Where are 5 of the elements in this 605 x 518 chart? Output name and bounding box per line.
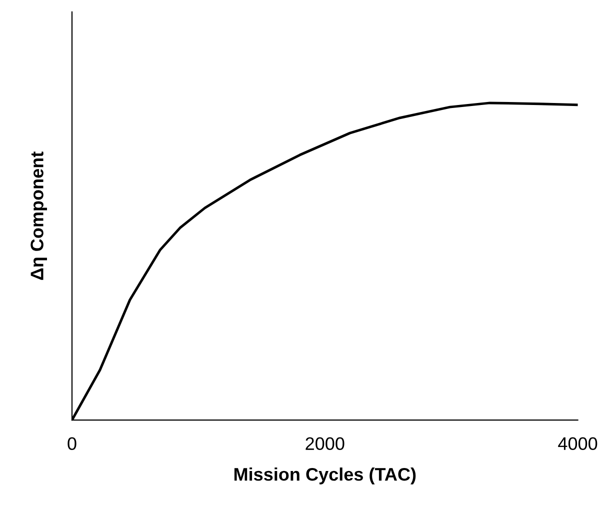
x-tick-label: 0 <box>68 437 76 450</box>
x-tick-label: 2000 <box>306 437 344 450</box>
x-tick-label: 4000 <box>558 437 598 450</box>
y-axis-title: Δη Component <box>30 152 47 280</box>
x-axis-title: Mission Cycles (TAC) <box>234 467 416 484</box>
